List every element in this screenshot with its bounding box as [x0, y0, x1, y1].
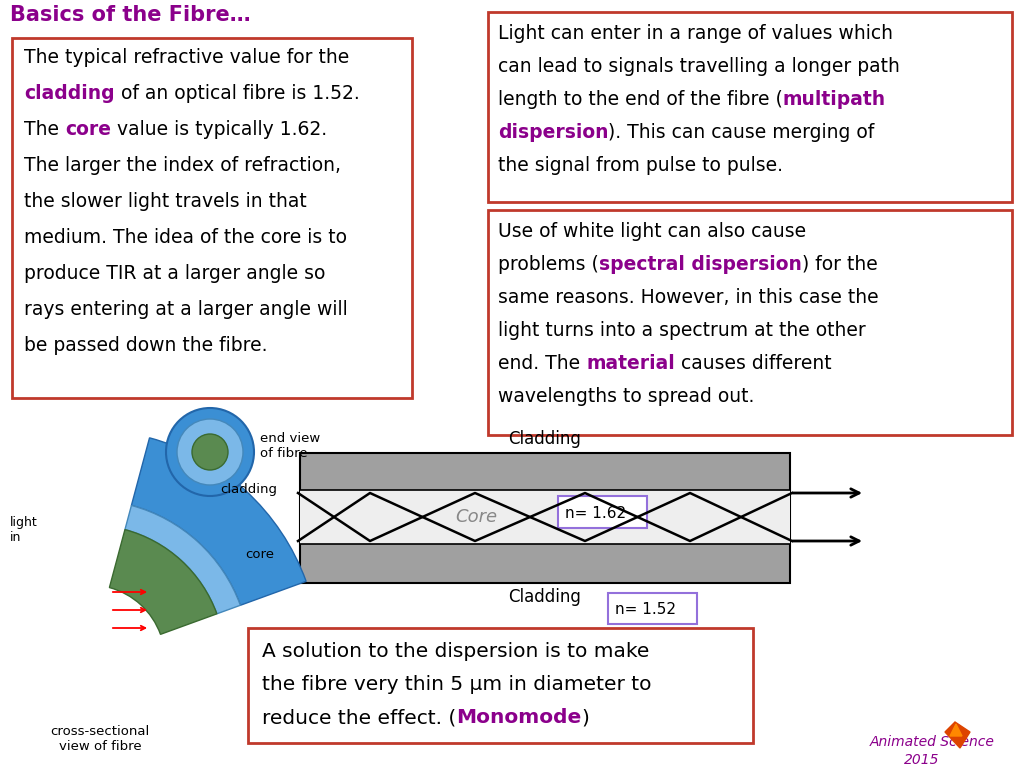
Text: n= 1.52: n= 1.52: [615, 603, 676, 617]
Text: The typical refractive value for the: The typical refractive value for the: [24, 48, 349, 67]
FancyBboxPatch shape: [488, 210, 1012, 435]
FancyBboxPatch shape: [558, 496, 647, 528]
Text: the slower light travels in that: the slower light travels in that: [24, 192, 307, 211]
Text: ). This can cause merging of: ). This can cause merging of: [608, 123, 874, 142]
Circle shape: [177, 419, 243, 485]
Text: spectral dispersion: spectral dispersion: [599, 255, 802, 274]
Text: Core: Core: [455, 508, 497, 526]
Text: n= 1.62: n= 1.62: [565, 507, 626, 521]
Text: light
in: light in: [10, 516, 38, 544]
FancyBboxPatch shape: [488, 12, 1012, 202]
Text: Cladding: Cladding: [509, 588, 582, 606]
Text: dispersion: dispersion: [498, 123, 608, 142]
Circle shape: [193, 434, 228, 470]
FancyBboxPatch shape: [300, 453, 790, 583]
Text: A solution to the dispersion is to make: A solution to the dispersion is to make: [262, 642, 649, 661]
Text: problems (: problems (: [498, 255, 599, 274]
Polygon shape: [945, 722, 970, 748]
Text: core: core: [245, 548, 274, 561]
Text: wavelengths to spread out.: wavelengths to spread out.: [498, 387, 755, 406]
FancyBboxPatch shape: [248, 628, 753, 743]
Text: the signal from pulse to pulse.: the signal from pulse to pulse.: [498, 156, 783, 175]
Text: material: material: [586, 354, 675, 373]
Wedge shape: [110, 530, 217, 634]
Text: multipath: multipath: [783, 90, 886, 109]
Text: 2015: 2015: [904, 753, 939, 767]
Wedge shape: [131, 438, 306, 605]
FancyBboxPatch shape: [608, 593, 697, 624]
Circle shape: [166, 408, 254, 496]
Text: end view
of fibre: end view of fibre: [260, 432, 321, 460]
Text: cladding: cladding: [24, 84, 115, 103]
Text: end. The: end. The: [498, 354, 586, 373]
Text: cladding: cladding: [220, 484, 278, 496]
Text: Cladding: Cladding: [509, 430, 582, 448]
Text: Monomode: Monomode: [457, 708, 582, 727]
Text: light turns into a spectrum at the other: light turns into a spectrum at the other: [498, 321, 865, 340]
Text: Use of white light can also cause: Use of white light can also cause: [498, 222, 806, 241]
Text: ) for the: ) for the: [802, 255, 878, 274]
FancyBboxPatch shape: [300, 490, 790, 544]
Text: same reasons. However, in this case the: same reasons. However, in this case the: [498, 288, 879, 307]
Text: Animated Science: Animated Science: [870, 735, 995, 749]
Text: can lead to signals travelling a longer path: can lead to signals travelling a longer …: [498, 57, 900, 76]
Text: Light can enter in a range of values which: Light can enter in a range of values whi…: [498, 24, 893, 43]
Text: length to the end of the fibre (: length to the end of the fibre (: [498, 90, 783, 109]
Wedge shape: [125, 505, 241, 614]
Polygon shape: [950, 724, 962, 736]
Text: rays entering at a larger angle will: rays entering at a larger angle will: [24, 300, 348, 319]
Text: medium. The idea of the core is to: medium. The idea of the core is to: [24, 228, 347, 247]
Text: core: core: [65, 120, 111, 139]
Text: of an optical fibre is 1.52.: of an optical fibre is 1.52.: [115, 84, 359, 103]
Text: The: The: [24, 120, 65, 139]
Text: value is typically 1.62.: value is typically 1.62.: [111, 120, 327, 139]
Text: The larger the index of refraction,: The larger the index of refraction,: [24, 156, 341, 175]
Text: causes different: causes different: [675, 354, 831, 373]
Text: the fibre very thin 5 μm in diameter to: the fibre very thin 5 μm in diameter to: [262, 675, 651, 694]
FancyBboxPatch shape: [12, 38, 412, 398]
Text: be passed down the fibre.: be passed down the fibre.: [24, 336, 267, 355]
Text: Basics of the Fibre…: Basics of the Fibre…: [10, 5, 251, 25]
Text: produce TIR at a larger angle so: produce TIR at a larger angle so: [24, 264, 326, 283]
Text: cross-sectional
view of fibre: cross-sectional view of fibre: [50, 725, 150, 753]
Text: reduce the effect. (: reduce the effect. (: [262, 708, 457, 727]
Text: ): ): [582, 708, 590, 727]
